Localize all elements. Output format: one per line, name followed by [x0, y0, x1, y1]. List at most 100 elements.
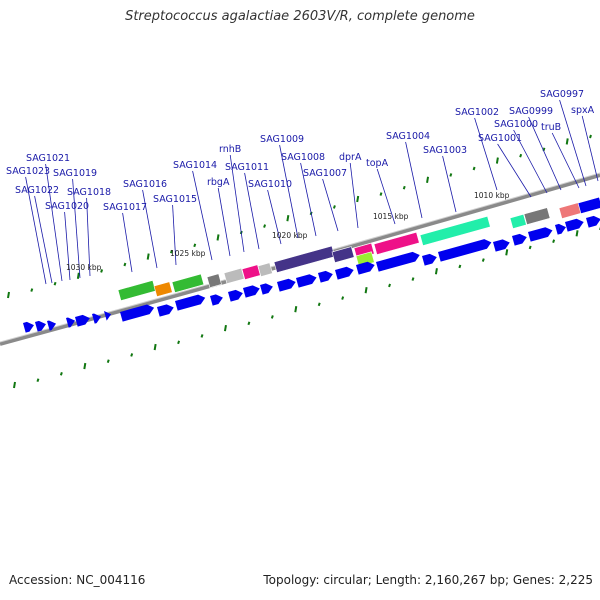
- gene-label: SAG1008: [281, 152, 325, 163]
- gene-label: spxA: [571, 105, 595, 116]
- leader-line: [192, 170, 213, 261]
- leader-line: [300, 162, 317, 237]
- cds-arrow: [175, 294, 206, 311]
- gene-label: SAG1002: [455, 107, 499, 118]
- gene-label: SAG1003: [423, 145, 467, 156]
- gene-label: rbgA: [207, 177, 230, 188]
- gene-label: dprA: [339, 152, 362, 163]
- cds-arrow: [356, 261, 375, 275]
- leader-line: [349, 162, 359, 229]
- feature-block: [171, 273, 205, 293]
- leader-line: [405, 141, 423, 219]
- upper-tick: [76, 272, 80, 279]
- cds-arrow: [512, 233, 527, 246]
- lower-tick: [153, 343, 157, 351]
- leader-line: [442, 155, 457, 213]
- feature-block: [509, 213, 527, 229]
- gene-arrow-layer: [23, 215, 600, 333]
- cds-arrow-small: [104, 311, 112, 321]
- gene-label: SAG1007: [303, 168, 347, 179]
- leader-line: [581, 115, 599, 182]
- lower-tick: [130, 353, 134, 357]
- leader-line: [217, 187, 231, 257]
- leader-line: [513, 129, 548, 194]
- lower-tick: [364, 287, 368, 294]
- leader-line-layer: [25, 99, 599, 285]
- upper-tick: [123, 262, 127, 267]
- leader-line: [528, 116, 562, 191]
- cds-arrow: [335, 266, 354, 280]
- lower-tick: [481, 258, 485, 262]
- upper-tick: [100, 269, 104, 273]
- cds-arrow: [528, 227, 553, 242]
- cds-arrow: [318, 270, 333, 283]
- leader-line: [267, 189, 282, 245]
- lower-tick: [317, 302, 321, 307]
- cds-arrow: [210, 294, 223, 306]
- feature-block: [523, 207, 551, 225]
- gene-label: SAG1020: [45, 201, 89, 212]
- cds-arrow-small: [75, 314, 90, 327]
- lower-tick: [575, 230, 579, 237]
- lower-tick: [247, 321, 251, 326]
- lower-tick: [552, 239, 556, 243]
- scale-label: 1030 kbp: [66, 263, 102, 272]
- upper-tick: [7, 291, 10, 299]
- cds-arrow: [438, 239, 492, 262]
- upper-tick: [379, 192, 383, 196]
- gene-label: SAG1004: [386, 131, 430, 142]
- upper-tick: [495, 157, 499, 164]
- lower-tick: [434, 268, 438, 275]
- lower-tick: [223, 324, 227, 332]
- feature-block: [577, 196, 600, 214]
- cds-arrow: [376, 251, 420, 272]
- lower-tick: [458, 264, 462, 269]
- upper-tick: [449, 173, 453, 177]
- feature-block: [241, 264, 261, 280]
- lower-tick: [83, 362, 87, 370]
- gene-label: SAG0999: [509, 106, 553, 117]
- cds-arrow: [296, 274, 317, 288]
- lower-tick: [341, 296, 345, 300]
- upper-tick: [216, 234, 220, 241]
- feature-block: [558, 202, 582, 219]
- lower-tick: [36, 378, 40, 382]
- leader-line: [45, 163, 63, 282]
- cds-arrow: [243, 285, 260, 298]
- gene-label: SAG1000: [494, 119, 538, 130]
- leader-line: [229, 154, 245, 253]
- leader-line: [172, 204, 177, 266]
- cds-arrow-small: [92, 313, 102, 324]
- gene-label: SAG1022: [15, 185, 59, 196]
- leader-line: [72, 178, 81, 279]
- upper-tick: [170, 249, 173, 254]
- leader-line: [86, 197, 91, 277]
- leader-line: [25, 176, 47, 285]
- tick-layer: [7, 134, 600, 389]
- upper-tick: [356, 195, 360, 203]
- cds-arrow: [277, 278, 296, 292]
- upper-tick: [472, 166, 476, 171]
- gene-label: truB: [541, 122, 561, 133]
- leader-line: [497, 143, 532, 198]
- gene-label: SAG1014: [173, 160, 217, 171]
- gene-label: SAG1011: [225, 162, 269, 173]
- upper-tick: [332, 205, 336, 209]
- feature-block: [223, 267, 245, 284]
- cds-arrow: [260, 283, 273, 295]
- leader-line: [322, 178, 339, 232]
- scale-label: 1025 kbp: [170, 249, 206, 258]
- upper-tick: [146, 253, 150, 260]
- gene-label: SAG1016: [123, 179, 167, 190]
- cds-arrow: [120, 304, 155, 322]
- scale-label-layer: 1030 kbp 1025 kbp 1020 kbp 1015 kbp 1010 kbp: [66, 191, 510, 272]
- upper-tick: [53, 281, 57, 286]
- scale-label: 1020 kbp: [272, 231, 308, 240]
- lower-tick: [411, 277, 415, 281]
- gene-label: SAG1021: [26, 153, 70, 164]
- cds-arrow: [493, 239, 510, 252]
- leader-line: [376, 168, 396, 225]
- scale-label: 1010 kbp: [474, 191, 510, 200]
- leader-line: [122, 212, 133, 273]
